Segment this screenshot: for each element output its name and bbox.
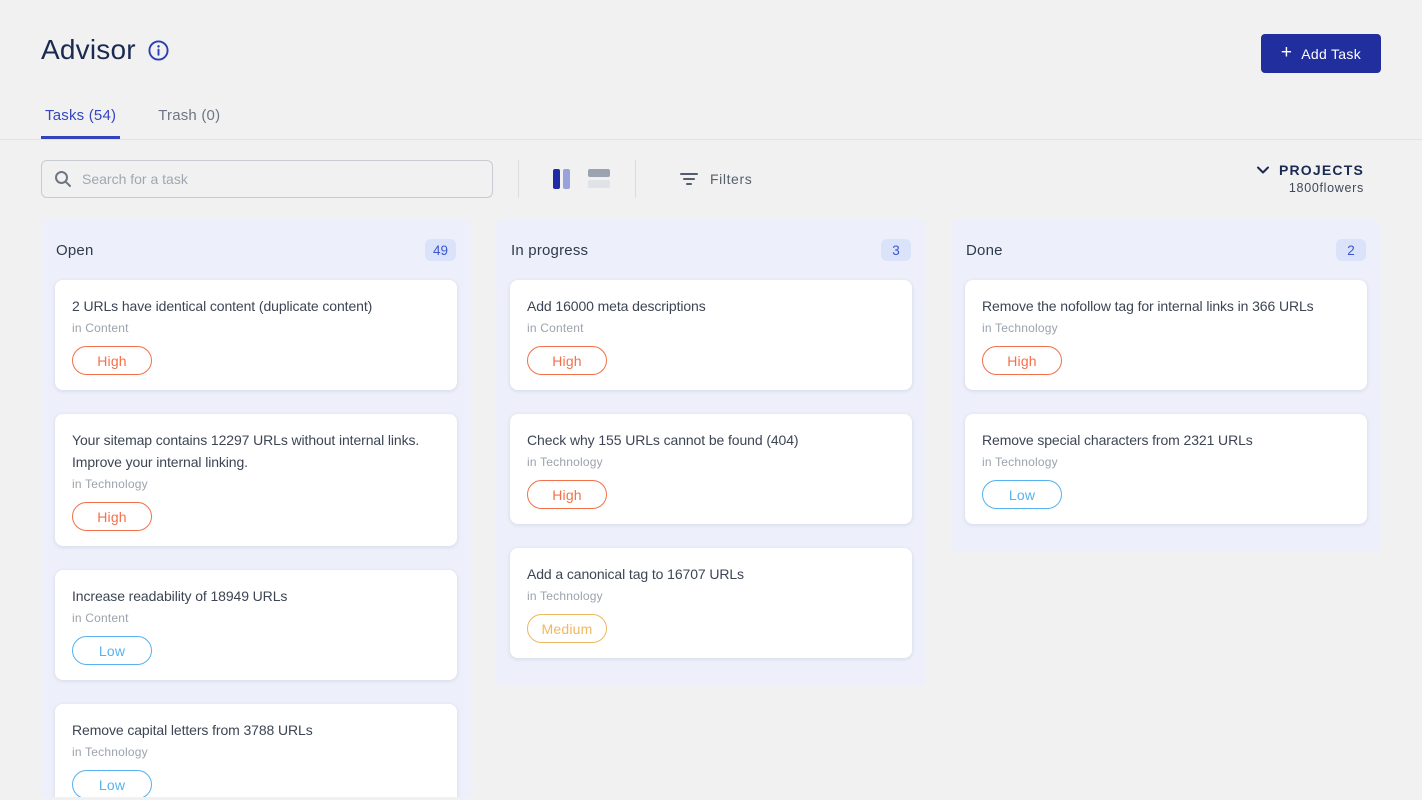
priority-badge: High xyxy=(982,346,1062,375)
page-title: Advisor xyxy=(41,34,136,65)
task-title: Remove capital letters from 3788 URLs xyxy=(72,722,313,738)
info-icon[interactable] xyxy=(148,39,169,61)
priority-badge: High xyxy=(527,346,607,375)
count-badge: 49 xyxy=(424,239,456,261)
list-view-icon[interactable] xyxy=(588,169,610,188)
column-title: In progress xyxy=(511,241,589,259)
task-title: 2 URLs have identical content (duplicate… xyxy=(72,298,373,314)
task-category: in Technology xyxy=(72,477,148,491)
kanban-view-icon[interactable] xyxy=(553,168,570,189)
divider xyxy=(518,159,519,198)
view-toggle xyxy=(553,168,610,189)
task-category: in Content xyxy=(72,321,129,335)
projects-label: PROJECTS xyxy=(1278,162,1364,178)
task-category: in Technology xyxy=(72,745,148,759)
search-input[interactable] xyxy=(41,159,493,198)
add-task-button[interactable]: + Add Task xyxy=(1260,34,1381,73)
count-badge: 2 xyxy=(1336,239,1366,261)
filters-button[interactable]: Filters xyxy=(680,171,752,187)
priority-badge: High xyxy=(527,480,607,509)
tab-tasks[interactable]: Tasks (54) xyxy=(41,99,121,139)
task-title: Add a canonical tag to 16707 URLs xyxy=(527,566,744,582)
task-category: in Content xyxy=(527,321,584,335)
task-title: Add 16000 meta descriptions xyxy=(527,298,706,314)
priority-badge: High xyxy=(72,346,152,375)
column-title: Open xyxy=(56,241,94,259)
column-done: Done 2 Remove the nofollow tag for inter… xyxy=(951,220,1381,552)
tab-trash[interactable]: Trash (0) xyxy=(158,107,221,124)
column-title: Done xyxy=(966,241,1003,259)
projects-dropdown[interactable]: PROJECTS 1800flowers xyxy=(1256,162,1381,195)
task-card[interactable]: Remove special characters from 2321 URLs… xyxy=(965,414,1367,524)
task-title: Remove the nofollow tag for internal lin… xyxy=(982,298,1314,314)
plus-icon: + xyxy=(1280,42,1293,63)
task-category: in Technology xyxy=(527,589,603,603)
priority-badge: Low xyxy=(72,770,152,797)
tabs-row: Tasks (54) Trash (0) xyxy=(0,99,1422,140)
priority-badge: Low xyxy=(72,636,152,665)
task-card[interactable]: Your sitemap contains 12297 URLs without… xyxy=(55,414,457,546)
filters-label: Filters xyxy=(710,170,753,187)
column-open: Open 49 2 URLs have identical content (d… xyxy=(41,220,471,797)
task-title: Remove special characters from 2321 URLs xyxy=(982,432,1253,448)
priority-badge: Low xyxy=(982,480,1062,509)
task-category: in Content xyxy=(72,611,129,625)
task-category: in Technology xyxy=(527,455,603,469)
page-header: Advisor + Add Task xyxy=(0,0,1422,73)
kanban-board: Open 49 2 URLs have identical content (d… xyxy=(41,220,1381,797)
task-category: in Technology xyxy=(982,455,1058,469)
project-name: 1800flowers xyxy=(1288,181,1364,195)
task-title: Check why 155 URLs cannot be found (404) xyxy=(527,432,799,448)
task-card[interactable]: Increase readability of 18949 URLs in Co… xyxy=(55,570,457,680)
chevron-down-icon xyxy=(1256,163,1270,177)
search-icon xyxy=(54,170,72,188)
filter-icon xyxy=(680,172,698,185)
priority-badge: High xyxy=(72,502,152,531)
task-card[interactable]: Remove the nofollow tag for internal lin… xyxy=(965,280,1367,390)
search-wrap xyxy=(41,159,493,198)
add-task-label: Add Task xyxy=(1301,45,1361,62)
count-badge: 3 xyxy=(881,239,911,261)
toolbar: Filters PROJECTS 1800flowers xyxy=(41,159,1381,198)
task-card[interactable]: Remove capital letters from 3788 URLs in… xyxy=(55,704,457,797)
task-card[interactable]: Add 16000 meta descriptions in Content H… xyxy=(510,280,912,390)
column-in-progress: In progress 3 Add 16000 meta description… xyxy=(496,220,926,686)
task-title: Increase readability of 18949 URLs xyxy=(72,588,288,604)
task-card[interactable]: Add a canonical tag to 16707 URLs in Tec… xyxy=(510,548,912,658)
task-title: Your sitemap contains 12297 URLs without… xyxy=(72,432,420,470)
task-category: in Technology xyxy=(982,321,1058,335)
task-card[interactable]: Check why 155 URLs cannot be found (404)… xyxy=(510,414,912,524)
task-card[interactable]: 2 URLs have identical content (duplicate… xyxy=(55,280,457,390)
divider xyxy=(635,159,636,198)
priority-badge: Medium xyxy=(527,614,607,643)
